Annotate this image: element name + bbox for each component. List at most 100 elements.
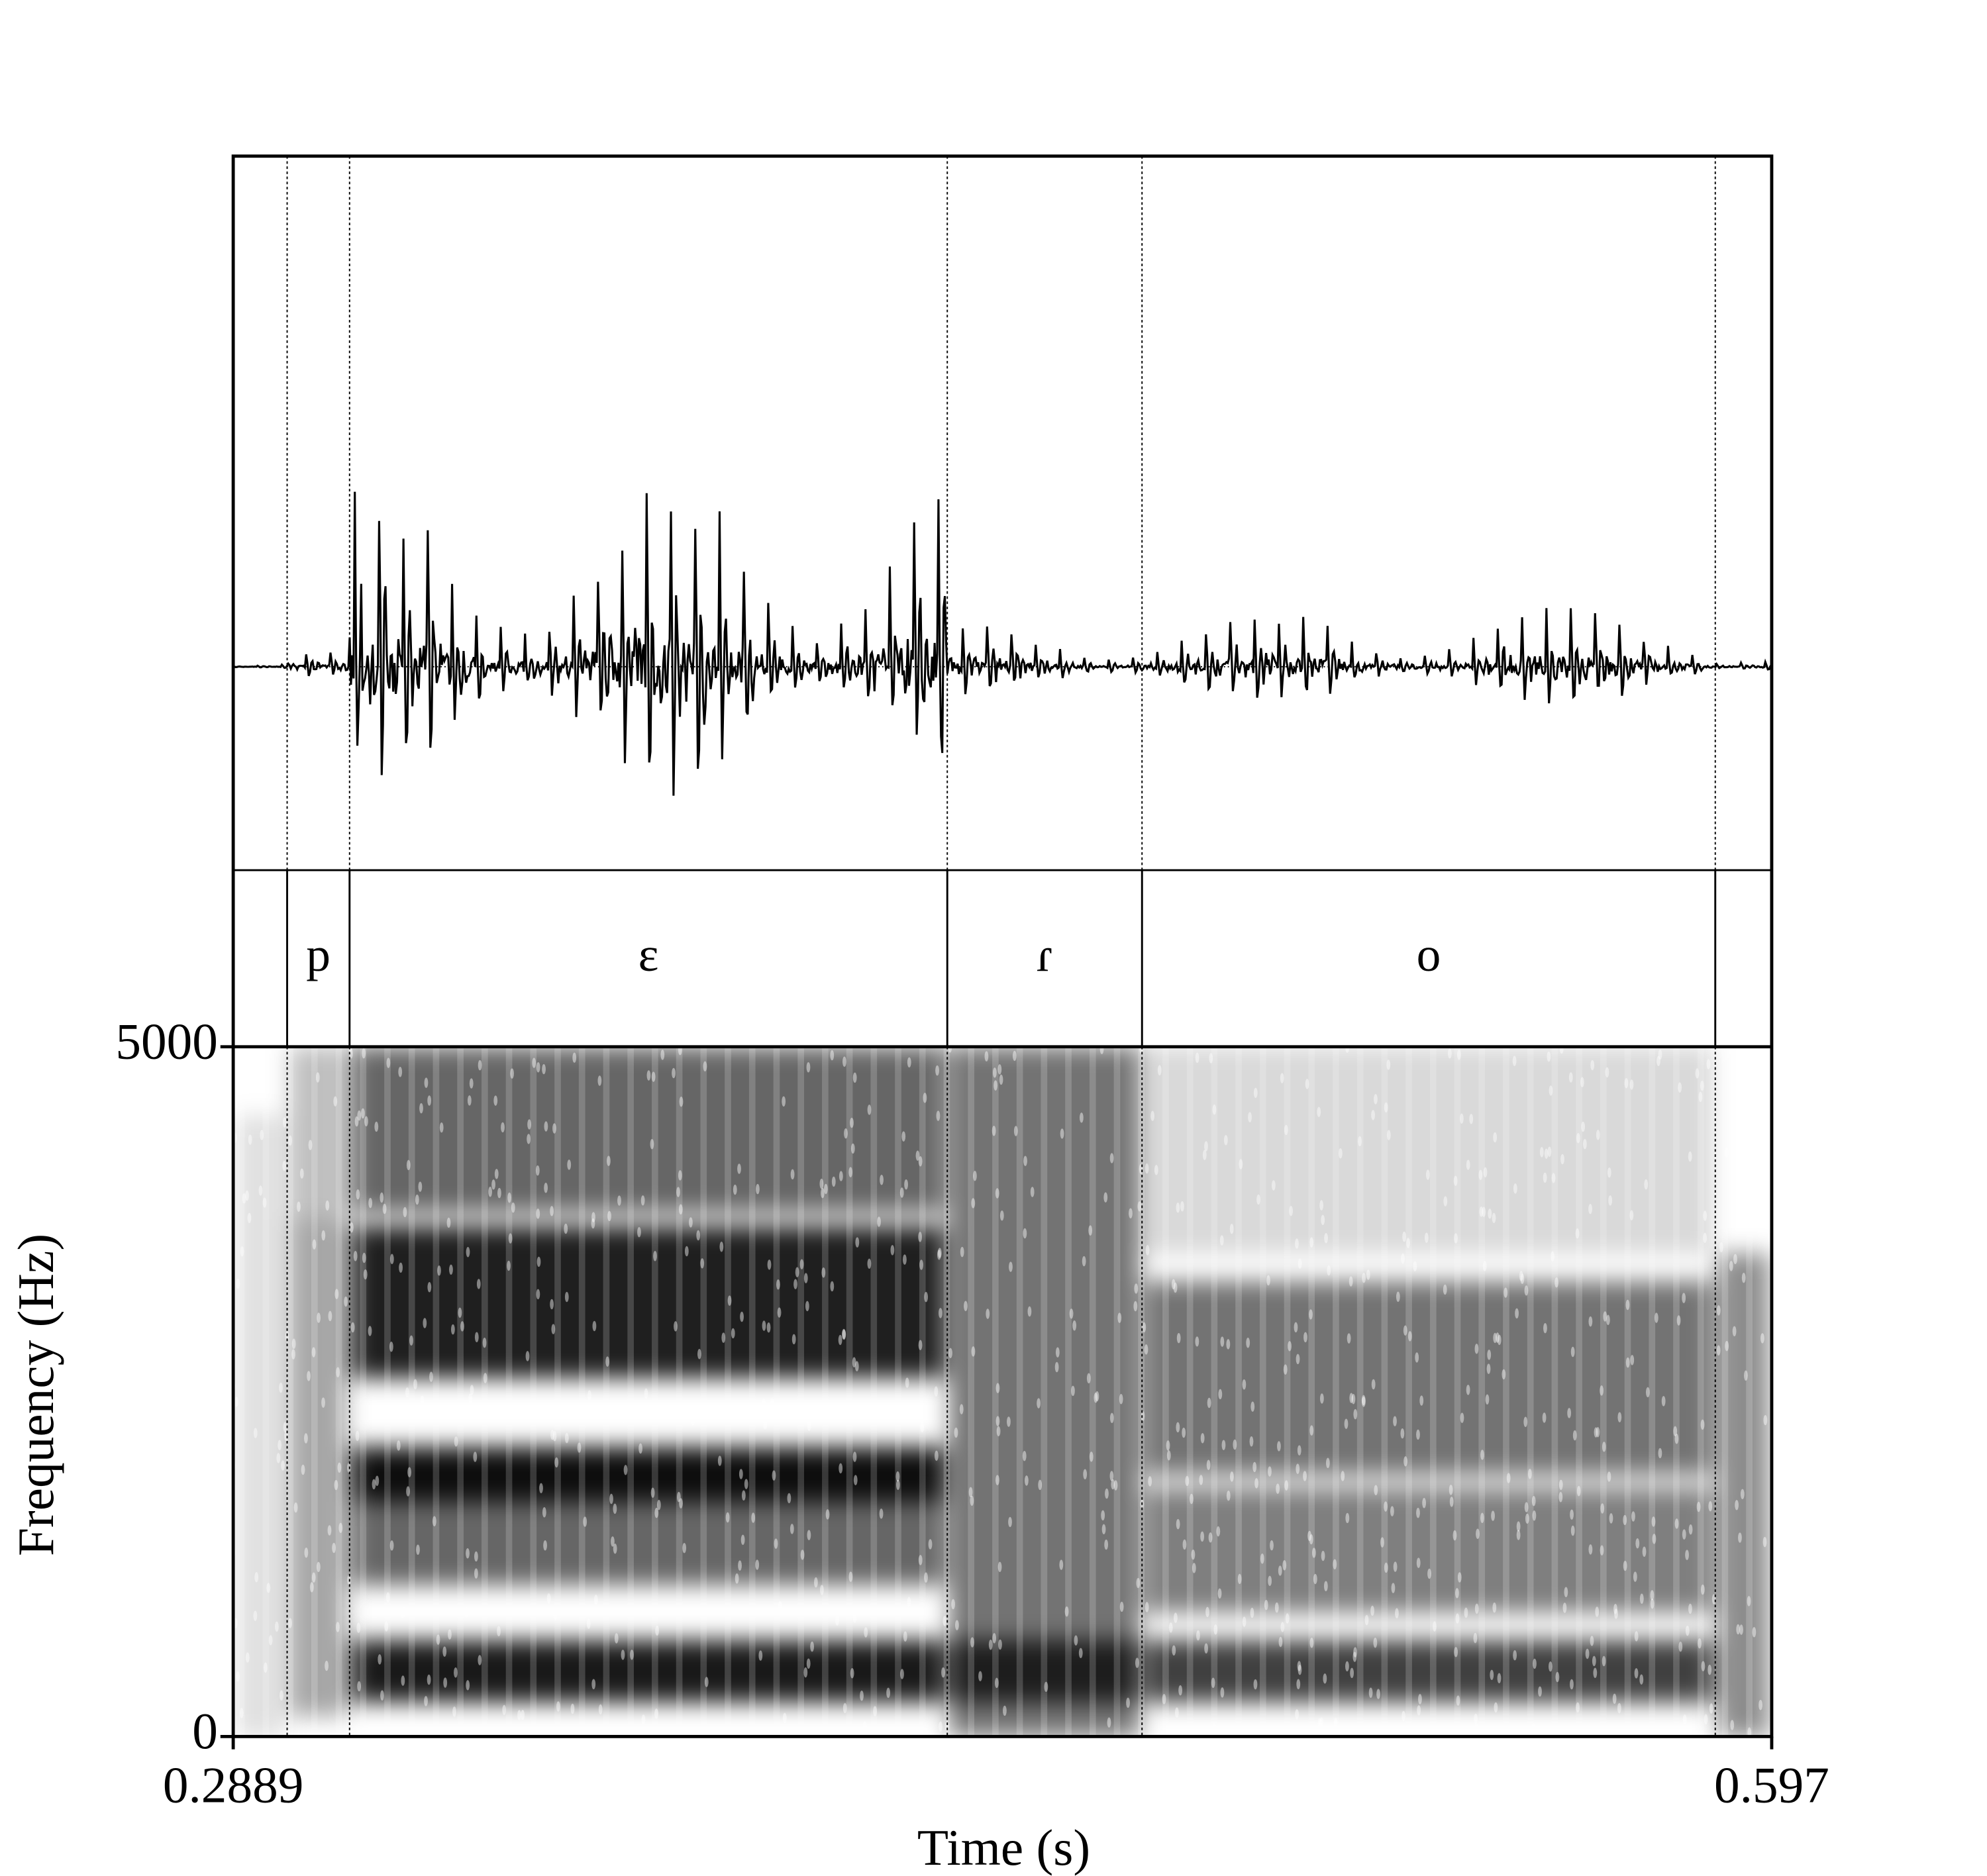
speckle-dot [1483, 1167, 1488, 1178]
speckle-dot [470, 1385, 474, 1395]
speckle-dot [805, 1301, 809, 1312]
speckle-dot [1674, 1518, 1679, 1529]
speckle-dot [970, 1637, 974, 1648]
speckle-dot [1464, 1607, 1468, 1618]
speckle-dot [1013, 1126, 1018, 1136]
striation [1600, 1046, 1607, 1737]
speckle-dot [1682, 1293, 1686, 1303]
speckle-dot [491, 1179, 495, 1190]
striation [433, 1046, 440, 1737]
speckle-dot [954, 1620, 959, 1630]
speckle-dot [1195, 1336, 1199, 1347]
speckle-dot [1104, 1539, 1109, 1550]
speckle-dot [362, 1252, 366, 1263]
speckle-dot [1676, 1315, 1681, 1326]
speckle-dot [1570, 1525, 1575, 1536]
speckle-dot [1111, 1479, 1115, 1490]
speckle-dot [1345, 1512, 1350, 1524]
speckle-dot [536, 1062, 540, 1073]
speckle-dot [1704, 1714, 1708, 1725]
speckle-dot [1082, 1256, 1086, 1267]
speckle-dot [1551, 1173, 1556, 1183]
spectrogram [233, 1046, 1772, 1737]
speckle-dot [1600, 1545, 1604, 1555]
y-axis-label: Frequency (Hz) [7, 1234, 64, 1556]
striation [1381, 1046, 1388, 1737]
speckle-dot [1570, 1346, 1575, 1358]
speckle-dot [1280, 1622, 1285, 1632]
speckle-dot [660, 1050, 665, 1060]
speckle-dot [1582, 1138, 1587, 1150]
speckle-dot [466, 1680, 470, 1691]
speckle-dot [1223, 1135, 1228, 1146]
speckle-dot [1400, 1428, 1405, 1439]
speckle-dot [279, 1382, 283, 1393]
speckle-dot [1285, 1613, 1290, 1624]
speckle-dot [1633, 1571, 1637, 1582]
speckle-dot [236, 1278, 240, 1289]
speckle-dot [924, 1291, 929, 1303]
speckle-dot [1162, 1694, 1166, 1704]
speckle-dot [1474, 1723, 1478, 1734]
speckle-dot [1276, 1483, 1280, 1494]
speckle-dot [1645, 1387, 1650, 1398]
speckle-dot [1219, 1235, 1224, 1246]
speckle-dot [349, 1048, 353, 1059]
speckle-dot [1195, 1052, 1199, 1063]
speckle-dot [1296, 1354, 1300, 1365]
speckle-dot [448, 1629, 452, 1640]
striation [652, 1046, 658, 1737]
speckle-dot [1524, 1285, 1529, 1296]
speckle-dot [1523, 1416, 1528, 1427]
speckle-dot [1570, 1509, 1574, 1520]
speckle-dot [1268, 1466, 1272, 1477]
striation [895, 1046, 901, 1737]
speckle-dot [1658, 1448, 1662, 1459]
speckle-dot [770, 1398, 774, 1408]
speckle-dot [984, 1051, 989, 1061]
striation [725, 1046, 731, 1737]
speckle-dot [1145, 1602, 1149, 1612]
speckle-dot [1284, 1124, 1288, 1136]
speckle-dot [1088, 1225, 1093, 1236]
speckle-dot [332, 1542, 336, 1554]
speckle-dot [655, 1625, 660, 1636]
speckle-dot [478, 1655, 482, 1665]
speckle-dot [879, 1508, 884, 1519]
speckle-dot [283, 1422, 287, 1432]
striation [1113, 1046, 1121, 1737]
speckle-dot [1268, 1575, 1272, 1587]
speckle-dot [1309, 1425, 1314, 1436]
speckle-dot [803, 1273, 808, 1283]
speckle-dot [1022, 1450, 1027, 1461]
speckle-dot [1119, 1394, 1123, 1405]
speckle-dot [1196, 1630, 1200, 1641]
energy-band [352, 1226, 945, 1378]
speckle-dot [1634, 1631, 1639, 1642]
speckle-dot [468, 1393, 473, 1404]
speckle-dot [1129, 1208, 1133, 1218]
speckle-dot [1688, 1524, 1693, 1535]
speckle-dot [1576, 1485, 1581, 1497]
segment-label: o [1417, 928, 1441, 981]
speckle-dot [1759, 1183, 1764, 1194]
speckle-dot [862, 1721, 867, 1732]
speckle-dot [1384, 1562, 1388, 1573]
speckle-dot [774, 1538, 778, 1549]
speckle-dot [1168, 1622, 1173, 1633]
speckle-dot [999, 1074, 1003, 1085]
speckle-dot [1673, 1426, 1678, 1437]
speckle-dot [1204, 1643, 1208, 1654]
speckle-dot [1656, 1056, 1660, 1066]
speckle-dot [740, 1534, 745, 1546]
speckle-dot [613, 1543, 617, 1554]
speckle-dot [301, 1464, 305, 1475]
speckle-dot [325, 1660, 329, 1671]
speckle-dot [1154, 1165, 1158, 1175]
speckle-dot [691, 1415, 695, 1426]
speckle-dot [1497, 1334, 1502, 1346]
energy-band [235, 1115, 285, 1737]
speckle-dot [1454, 1588, 1459, 1599]
speckle-dot [650, 1139, 654, 1150]
speckle-dot [656, 1403, 661, 1413]
